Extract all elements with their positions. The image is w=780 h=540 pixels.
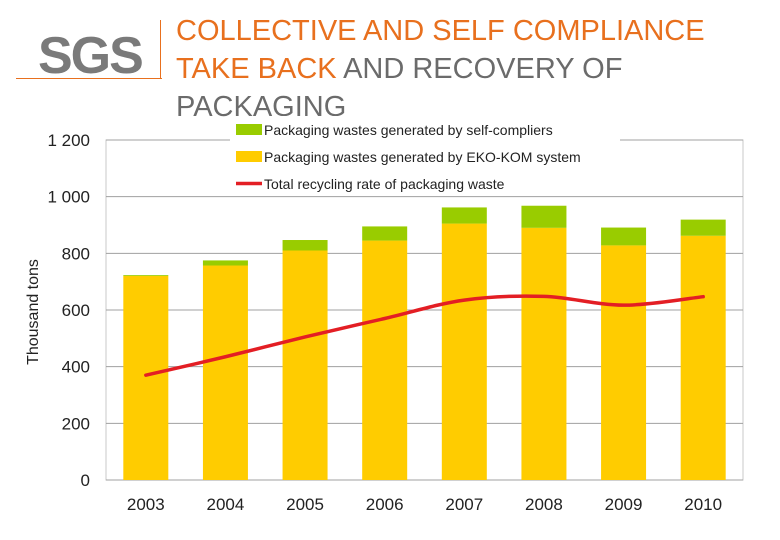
bar-self-compliers-2004 <box>202 260 248 266</box>
bar-eko-kom-2004 <box>202 265 248 480</box>
recycling-rate-line <box>144 294 705 377</box>
y-tick-label: 600 <box>62 301 90 320</box>
bar-eko-kom-2003 <box>123 276 169 480</box>
y-tick-label: 1 200 <box>47 131 90 150</box>
legend-item-eko-kom-swatch <box>236 151 262 162</box>
sgs-logo-text: SGS <box>38 27 144 85</box>
bar-eko-kom-2009 <box>601 245 647 480</box>
bar-self-compliers-2003 <box>123 275 169 276</box>
y-tick-label: 200 <box>62 414 90 433</box>
y-tick-label: 1 000 <box>47 188 90 207</box>
x-tick-label: 2010 <box>684 495 722 514</box>
x-tick-label: 2007 <box>445 495 483 514</box>
y-tick-label: 400 <box>62 358 90 377</box>
title-line-1: COLLECTIVE AND SELF COMPLIANCE <box>176 15 705 47</box>
y-tick-label: 800 <box>62 244 90 263</box>
bar-eko-kom-2005 <box>282 250 328 480</box>
x-tick-label: 2003 <box>127 495 165 514</box>
bar-eko-kom-2006 <box>362 240 408 480</box>
page-title: COLLECTIVE AND SELF COMPLIANCE TAKE BACK… <box>176 12 776 126</box>
x-tick-label: 2006 <box>366 495 404 514</box>
title-rest: AND RECOVERY OF <box>336 53 623 85</box>
bar-self-compliers-2007 <box>441 207 487 224</box>
logo-divider-vertical <box>160 20 161 78</box>
bar-eko-kom-2010 <box>680 235 726 480</box>
legend-item-eko-kom-label: Packaging wastes generated by EKO-KOM sy… <box>264 149 581 165</box>
legend-item-self-compliers-swatch <box>236 124 262 135</box>
y-tick-label: 0 <box>81 471 90 490</box>
legend-item-self-compliers-label: Packaging wastes generated by self-compl… <box>264 122 553 138</box>
title-line-2: TAKE BACK AND RECOVERY OF <box>176 50 776 88</box>
bar-eko-kom-2008 <box>521 227 567 480</box>
sgs-logo: SGS <box>16 14 162 84</box>
title-highlight: TAKE BACK <box>176 53 337 85</box>
x-tick-label: 2009 <box>605 495 643 514</box>
legend-item-recycling-rate-label: Total recycling rate of packaging waste <box>264 176 505 192</box>
bar-self-compliers-2008 <box>521 205 567 228</box>
x-tick-label: 2008 <box>525 495 563 514</box>
x-tick-label: 2004 <box>207 495 245 514</box>
bar-eko-kom-2007 <box>441 223 487 481</box>
logo-divider-horizontal <box>16 78 162 79</box>
x-tick-label: 2005 <box>286 495 324 514</box>
bar-self-compliers-2005 <box>282 240 328 251</box>
y-axis-label: Thousand tons <box>25 259 42 365</box>
legend-background <box>230 116 620 188</box>
bar-self-compliers-2009 <box>601 227 647 246</box>
bar-self-compliers-2010 <box>680 219 726 236</box>
bar-self-compliers-2006 <box>362 226 408 241</box>
